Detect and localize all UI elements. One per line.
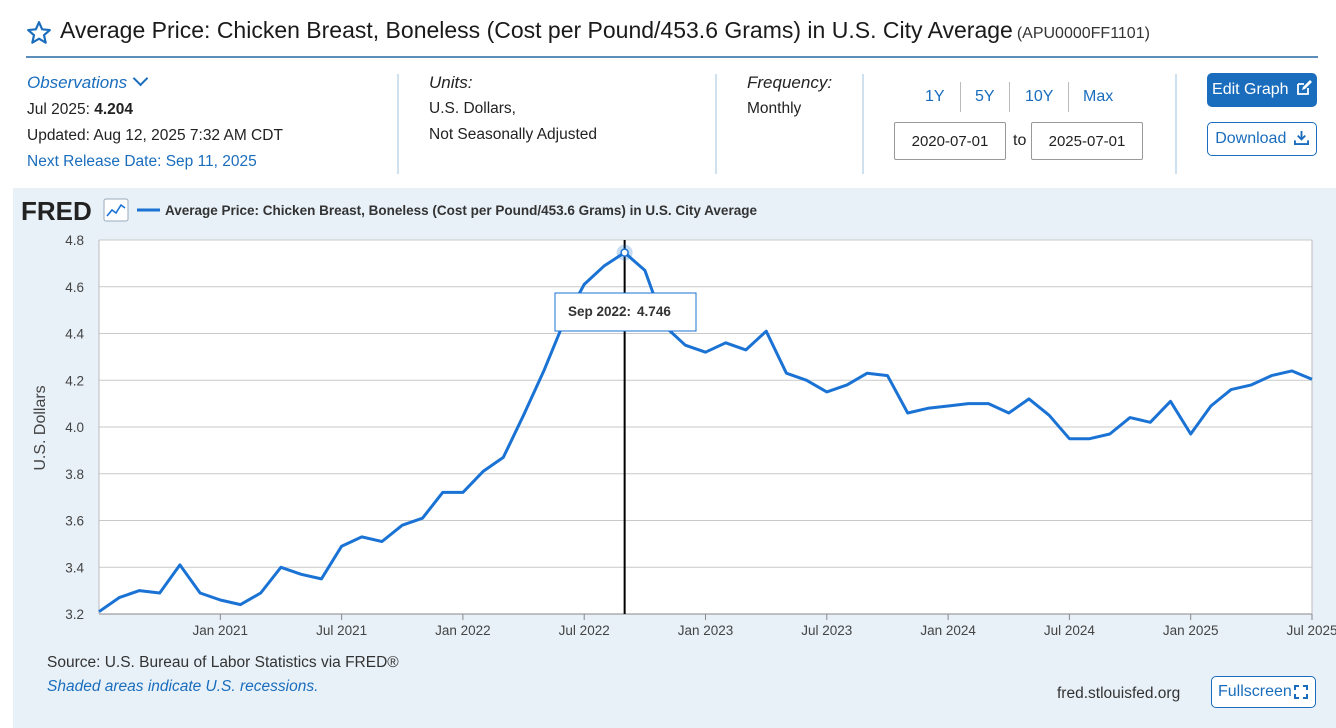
x-tick-label: Jul 2024 bbox=[1044, 623, 1096, 638]
edit-graph-label: Edit Graph bbox=[1212, 81, 1289, 98]
y-tick-label: 3.4 bbox=[65, 560, 84, 575]
fullscreen-button[interactable]: Fullscreen bbox=[1211, 676, 1316, 708]
hover-point[interactable] bbox=[620, 248, 629, 257]
range-divider bbox=[1068, 82, 1069, 112]
frequency-value: Monthly bbox=[747, 100, 802, 117]
x-tick-label: Jan 2023 bbox=[678, 623, 734, 638]
edit-graph-button[interactable]: Edit Graph bbox=[1207, 73, 1317, 107]
frequency-label: Frequency: bbox=[747, 73, 833, 92]
observations-link[interactable]: Observations bbox=[27, 73, 128, 92]
observations-toggle[interactable]: Observations bbox=[27, 70, 283, 97]
y-tick-label: 3.8 bbox=[65, 467, 84, 482]
x-axis-ticks: Jan 2021 Jul 2021 Jan 2022 Jul 2022 Jan 2023… bbox=[193, 614, 1336, 638]
x-tick-label: Jan 2022 bbox=[435, 623, 491, 638]
edit-icon bbox=[1297, 80, 1312, 95]
updated-text: Updated: Aug 12, 2025 7:32 AM CDT bbox=[27, 127, 283, 144]
divider bbox=[1175, 74, 1177, 174]
x-tick-label: Jan 2024 bbox=[920, 623, 976, 638]
units-block: Units: U.S. Dollars, Not Seasonally Adju… bbox=[429, 70, 597, 148]
y-axis-ticks: 3.2 3.4 3.6 3.8 4.0 4.2 4.4 4.6 4.8 bbox=[65, 233, 84, 622]
legend-label: Average Price: Chicken Breast, Boneless … bbox=[165, 203, 757, 218]
fullscreen-icon bbox=[1294, 685, 1308, 699]
tooltip-date: Sep 2022: bbox=[568, 304, 631, 319]
observations-block: Observations Jul 2025: 4.204 Updated: Au… bbox=[27, 70, 283, 175]
y-tick-label: 4.4 bbox=[65, 327, 84, 342]
units-line2: Not Seasonally Adjusted bbox=[429, 126, 598, 143]
divider bbox=[397, 74, 399, 174]
title-text: Average Price: Chicken Breast, Boneless … bbox=[60, 17, 1013, 43]
tooltip-box bbox=[554, 292, 697, 332]
range-1y-button[interactable]: 1Y bbox=[925, 88, 945, 105]
y-tick-label: 4.2 bbox=[65, 373, 84, 388]
x-tick-label: Jul 2025 bbox=[1286, 623, 1336, 638]
range-5y-button[interactable]: 5Y bbox=[975, 88, 995, 105]
page-title: Average Price: Chicken Breast, Boneless … bbox=[60, 17, 1150, 44]
recession-note: Shaded areas indicate U.S. recessions. bbox=[47, 678, 319, 695]
y-tick-label: 4.6 bbox=[65, 280, 84, 295]
y-tick-label: 3.6 bbox=[65, 514, 84, 529]
latest-value: 4.204 bbox=[94, 101, 134, 118]
frequency-block: Frequency: Monthly bbox=[747, 70, 832, 122]
start-date-input[interactable]: 2020-07-01 bbox=[894, 122, 1006, 160]
range-divider bbox=[1009, 82, 1010, 112]
latest-label: Jul 2025: bbox=[27, 101, 90, 118]
tooltip: Sep 2022: 4.746 bbox=[554, 292, 697, 332]
fred-url[interactable]: fred.stlouisfed.org bbox=[1057, 685, 1181, 702]
y-tick-label: 3.2 bbox=[65, 607, 84, 622]
fred-logo[interactable]: FRED bbox=[21, 196, 92, 226]
end-date-input[interactable]: 2025-07-01 bbox=[1031, 122, 1143, 160]
y-axis-label: U.S. Dollars bbox=[32, 385, 49, 470]
range-divider bbox=[960, 82, 961, 112]
divider bbox=[862, 74, 864, 174]
star-icon[interactable] bbox=[26, 20, 52, 46]
units-line1: U.S. Dollars, bbox=[429, 100, 516, 117]
grid bbox=[98, 239, 1313, 615]
divider bbox=[715, 74, 717, 174]
x-tick-label: Jul 2023 bbox=[801, 623, 852, 638]
range-max-button[interactable]: Max bbox=[1083, 88, 1114, 105]
y-tick-label: 4.8 bbox=[65, 233, 84, 248]
fred-logo-text: FRED bbox=[21, 196, 92, 226]
source-text: Source: U.S. Bureau of Labor Statistics … bbox=[47, 654, 399, 671]
y-tick-label: 4.0 bbox=[65, 420, 84, 435]
download-button[interactable]: Download bbox=[1207, 122, 1317, 156]
series-id: (APU0000FF1101) bbox=[1016, 25, 1150, 42]
tooltip-value: 4.746 bbox=[637, 304, 671, 319]
next-release-link[interactable]: Next Release Date: Sep 11, 2025 bbox=[27, 153, 257, 170]
series-line bbox=[98, 251, 1313, 613]
to-label: to bbox=[1013, 132, 1027, 149]
download-icon bbox=[1293, 130, 1309, 145]
x-tick-label: Jan 2025 bbox=[1163, 623, 1219, 638]
x-tick-label: Jul 2021 bbox=[316, 623, 367, 638]
fullscreen-label: Fullscreen bbox=[1218, 683, 1292, 700]
title-row: Average Price: Chicken Breast, Boneless … bbox=[26, 14, 1318, 58]
x-tick-label: Jul 2022 bbox=[559, 623, 610, 638]
x-tick-label: Jan 2021 bbox=[193, 623, 249, 638]
units-label: Units: bbox=[429, 73, 473, 92]
download-label: Download bbox=[1215, 130, 1287, 147]
range-10y-button[interactable]: 10Y bbox=[1025, 88, 1054, 105]
tooltip-text: Sep 2022: 4.746 bbox=[568, 304, 671, 319]
chart-thumbnail-icon[interactable] bbox=[103, 198, 129, 222]
